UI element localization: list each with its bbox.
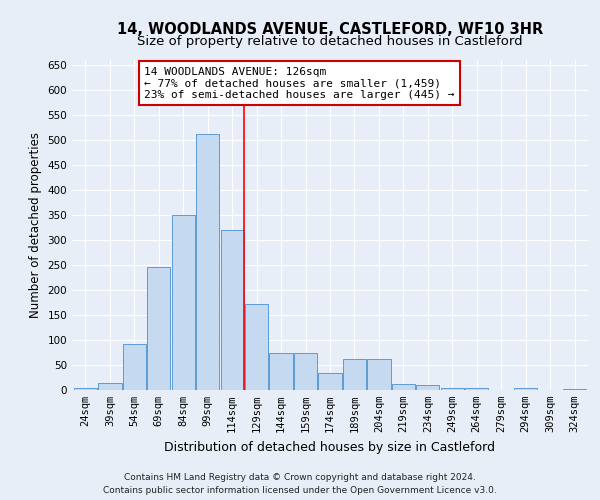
- Bar: [294, 352, 317, 390]
- Bar: [416, 385, 439, 390]
- Text: 14 WOODLANDS AVENUE: 126sqm
← 77% of detached houses are smaller (1,459)
23% of : 14 WOODLANDS AVENUE: 126sqm ← 77% of det…: [144, 66, 455, 100]
- X-axis label: Distribution of detached houses by size in Castleford: Distribution of detached houses by size …: [164, 440, 496, 454]
- Y-axis label: Number of detached properties: Number of detached properties: [29, 132, 42, 318]
- Bar: [269, 352, 293, 390]
- Text: Contains HM Land Registry data © Crown copyright and database right 2024.
Contai: Contains HM Land Registry data © Crown c…: [103, 474, 497, 495]
- Bar: [221, 230, 244, 390]
- Bar: [172, 215, 195, 390]
- Bar: [514, 388, 537, 390]
- Bar: [123, 344, 146, 390]
- Bar: [147, 266, 170, 390]
- Bar: [392, 384, 415, 390]
- Bar: [465, 388, 488, 390]
- Bar: [343, 358, 366, 390]
- Bar: [440, 388, 464, 390]
- Bar: [245, 304, 268, 390]
- Text: Size of property relative to detached houses in Castleford: Size of property relative to detached ho…: [137, 35, 523, 48]
- Text: 14, WOODLANDS AVENUE, CASTLEFORD, WF10 3HR: 14, WOODLANDS AVENUE, CASTLEFORD, WF10 3…: [117, 22, 543, 38]
- Bar: [196, 134, 220, 390]
- Bar: [74, 388, 97, 390]
- Bar: [319, 372, 341, 390]
- Bar: [367, 358, 391, 390]
- Bar: [563, 388, 586, 390]
- Bar: [98, 382, 122, 390]
